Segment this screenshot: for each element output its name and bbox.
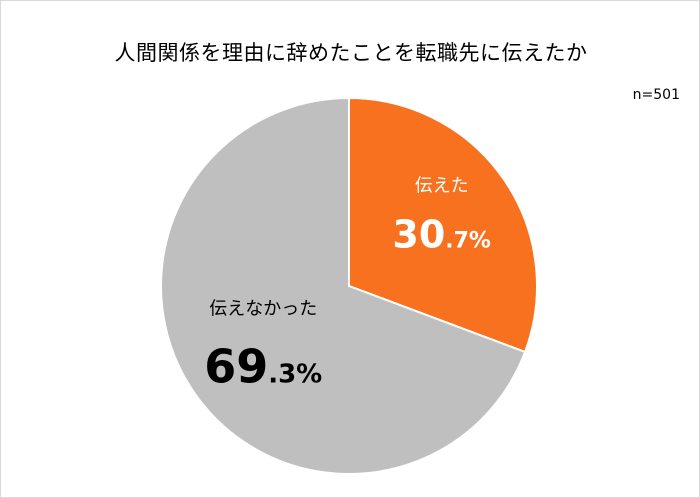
sample-size-label: n=501 [632,87,680,103]
slice-name-no: 伝えなかった [209,298,317,319]
slice-value-yes: 30.7% [392,213,491,257]
pie-slice-no [160,96,527,475]
pie-slice-yes [348,96,538,354]
chart-title: 人間関係を理由に辞めたことを転職先に伝えたか [114,41,588,65]
pie-slices [160,96,538,475]
slice-value-no: 69.3% [204,339,322,393]
slice-name-yes: 伝えた [415,176,469,197]
pie-labels: 伝えた 30.7% 伝えなかった 69.3% [204,176,491,394]
